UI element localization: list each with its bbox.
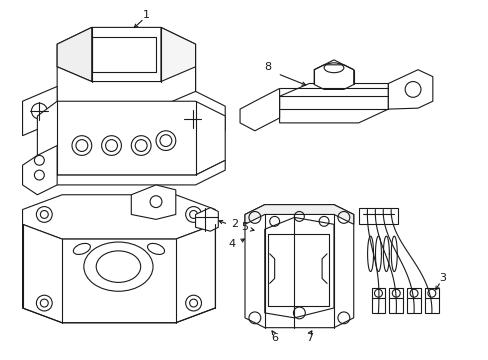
Text: 3: 3	[438, 274, 446, 283]
Polygon shape	[161, 27, 195, 116]
Polygon shape	[195, 208, 218, 231]
Polygon shape	[279, 84, 387, 123]
Polygon shape	[57, 27, 92, 82]
Text: 5: 5	[241, 222, 248, 232]
Polygon shape	[387, 70, 432, 109]
Polygon shape	[22, 195, 215, 239]
Polygon shape	[424, 288, 438, 313]
Polygon shape	[314, 65, 353, 89]
Text: 1: 1	[142, 10, 149, 19]
Text: 8: 8	[264, 62, 271, 72]
Polygon shape	[57, 27, 195, 82]
Text: 6: 6	[271, 333, 278, 342]
Text: 4: 4	[228, 239, 235, 249]
Polygon shape	[22, 224, 215, 323]
Polygon shape	[358, 208, 397, 224]
Polygon shape	[22, 145, 57, 195]
Polygon shape	[407, 288, 420, 313]
Polygon shape	[388, 288, 402, 313]
Polygon shape	[264, 217, 333, 318]
Text: 2: 2	[231, 219, 238, 229]
Polygon shape	[244, 204, 353, 328]
Polygon shape	[244, 204, 353, 224]
Polygon shape	[240, 89, 279, 131]
Polygon shape	[57, 67, 195, 116]
Polygon shape	[131, 185, 175, 219]
Polygon shape	[22, 86, 57, 136]
Polygon shape	[37, 101, 225, 175]
Polygon shape	[37, 160, 225, 185]
Polygon shape	[161, 91, 225, 145]
Text: 7: 7	[305, 333, 312, 342]
Polygon shape	[371, 288, 385, 313]
